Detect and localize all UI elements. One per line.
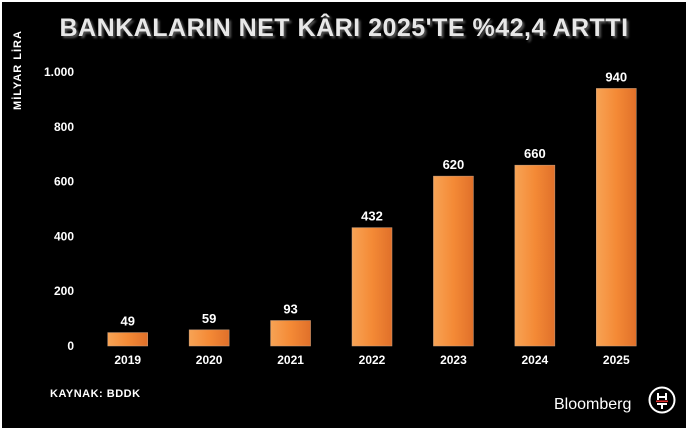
x-tick-label: 2020	[196, 353, 223, 367]
bar-2020	[188, 329, 230, 347]
ht-logo-icon	[648, 386, 676, 414]
data-label: 432	[361, 209, 383, 224]
data-label: 620	[443, 157, 465, 172]
bar-2024	[514, 164, 556, 347]
y-tick-label: 1.000	[44, 65, 74, 79]
bar-2021	[270, 320, 311, 347]
x-tick-label: 2019	[114, 353, 141, 367]
bar-2025	[596, 88, 637, 347]
source-note: KAYNAK: BDDK	[50, 388, 141, 400]
y-tick-label: 800	[54, 120, 74, 134]
bar-2023	[433, 175, 474, 347]
x-tick-label: 2022	[359, 353, 386, 367]
data-label: 93	[283, 302, 297, 317]
y-tick-label: 600	[54, 175, 74, 189]
x-tick-label: 2025	[603, 353, 630, 367]
bar-2022	[351, 227, 393, 347]
y-tick-label: 200	[54, 284, 74, 298]
x-tick-label: 2023	[440, 353, 467, 367]
x-tick-label: 2021	[277, 353, 304, 367]
chart-title: BANKALARIN NET KÂRI 2025'TE %42,4 ARTTI	[59, 14, 629, 42]
y-tick-label: 0	[67, 339, 74, 353]
data-label: 49	[120, 314, 134, 329]
data-label: 940	[605, 69, 627, 84]
y-tick-label: 400	[54, 229, 74, 243]
x-tick-label: 2024	[522, 353, 549, 367]
data-label: 660	[524, 146, 546, 161]
data-label: 59	[202, 311, 216, 326]
bar-2019	[107, 332, 148, 347]
brand-logo: Bloomberg	[554, 396, 632, 413]
